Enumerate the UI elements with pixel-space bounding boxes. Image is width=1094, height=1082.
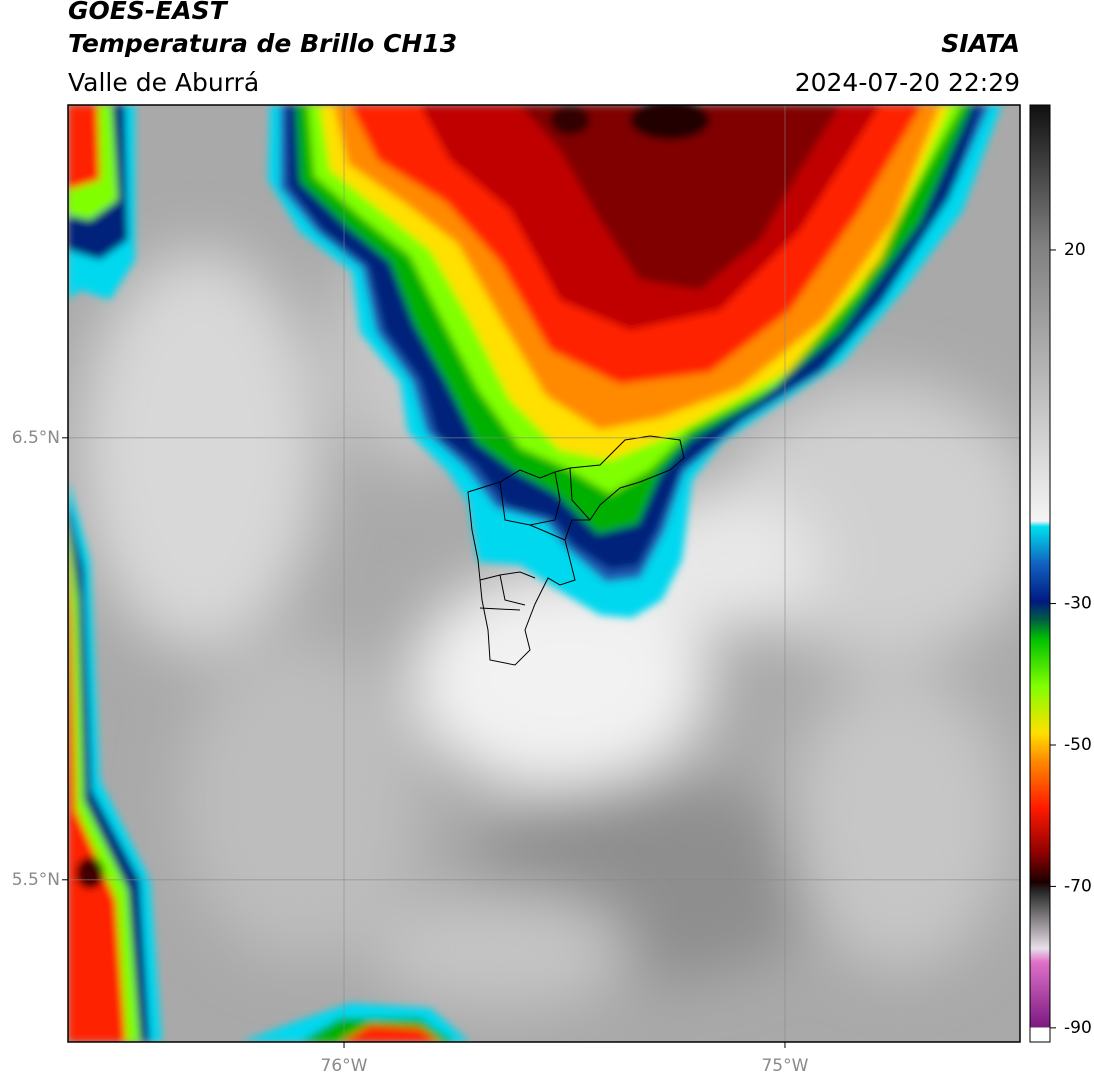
satellite-image <box>68 105 1020 1042</box>
municipal-boundaries <box>467 435 685 666</box>
title: GOES-EAST <box>68 0 229 25</box>
y-tick-label: 6.5°N <box>12 428 60 448</box>
colorbar-tick-label: 20 <box>1064 240 1086 260</box>
colorbar-tick-label: -50 <box>1064 735 1092 755</box>
x-tick-label: 76°W <box>321 1056 368 1076</box>
y-tick-label: 5.5°N <box>12 870 60 890</box>
colorbar-tick-label: -30 <box>1064 594 1092 614</box>
subtitle: Temperatura de Brillo CH13 <box>68 29 457 58</box>
colorbar-tick-label: -70 <box>1064 876 1092 896</box>
colorbar <box>1029 104 1051 1043</box>
datetime: 2024-07-20 22:29 <box>795 68 1020 97</box>
region: Valle de Aburrá <box>68 68 259 97</box>
map-frame <box>67 104 1021 1043</box>
source: SIATA <box>941 29 1020 58</box>
colorbar-tick-label: -90 <box>1064 1018 1092 1038</box>
grid <box>68 105 1020 1042</box>
x-tick-label: 75°W <box>761 1056 808 1076</box>
